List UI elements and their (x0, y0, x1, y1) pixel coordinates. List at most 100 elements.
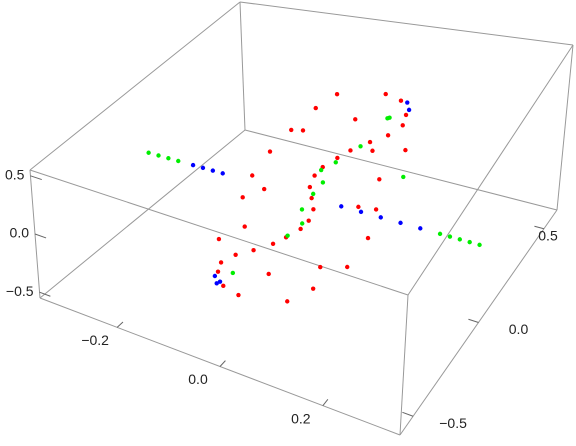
point (285, 233, 290, 238)
x-tick (219, 360, 226, 367)
point (242, 224, 247, 229)
point (385, 116, 390, 121)
point (477, 242, 482, 248)
point (318, 264, 323, 270)
point (299, 207, 305, 212)
point (233, 252, 238, 258)
point (398, 220, 403, 226)
point (358, 144, 363, 149)
point (307, 184, 313, 190)
point (190, 162, 196, 168)
box-edge (239, 1, 574, 46)
point (373, 207, 379, 212)
point (401, 174, 406, 180)
point (200, 165, 206, 171)
box-edge (244, 129, 558, 211)
point (250, 173, 255, 178)
point (216, 236, 222, 242)
point (300, 221, 305, 226)
point (356, 204, 361, 210)
y-tick-label: 0.5 (538, 227, 558, 243)
point (398, 98, 404, 103)
point (230, 270, 236, 276)
point (383, 91, 388, 97)
y-tick-label: −0.5 (439, 415, 467, 431)
point (333, 160, 338, 165)
x-tick (322, 398, 329, 406)
box-edge (407, 44, 574, 296)
point (405, 100, 410, 105)
point (309, 195, 314, 201)
point (318, 167, 324, 173)
point (146, 150, 151, 155)
z-tick (34, 233, 47, 239)
point (467, 239, 472, 245)
point (313, 105, 318, 111)
x-tick-label: 0.2 (291, 410, 311, 426)
point (312, 173, 317, 178)
y-tick (402, 411, 414, 417)
point (306, 218, 311, 223)
point (335, 155, 340, 161)
point (358, 209, 364, 215)
point (457, 237, 463, 242)
point (218, 260, 224, 265)
point (310, 286, 316, 291)
z-tick-label: 0.0 (10, 225, 30, 241)
point (353, 117, 358, 122)
point (403, 112, 409, 118)
y-tick-label: 0.0 (509, 321, 529, 337)
box-edge (29, 1, 241, 171)
point (262, 186, 267, 192)
point (300, 128, 306, 133)
point (339, 204, 344, 209)
point (270, 241, 276, 247)
point (367, 139, 373, 145)
z-tick-label: −0.5 (6, 283, 34, 299)
point (447, 234, 453, 239)
z-tick (30, 175, 42, 181)
point (403, 147, 408, 153)
point (378, 215, 383, 220)
point (156, 153, 161, 158)
x-tick-label: 0.0 (188, 371, 208, 387)
point (215, 269, 221, 274)
point (176, 158, 181, 164)
y-tick (534, 225, 545, 230)
point (418, 226, 423, 231)
box-edge (239, 1, 246, 131)
point (406, 107, 412, 113)
point (266, 271, 271, 277)
z-tick (39, 291, 51, 297)
point (240, 195, 245, 200)
box-edge (29, 169, 409, 296)
box-edge (399, 294, 409, 436)
x-tick-label: −0.2 (81, 332, 109, 348)
point (289, 127, 294, 133)
point (385, 133, 391, 138)
point (210, 168, 216, 173)
point (400, 123, 405, 128)
point (251, 248, 256, 253)
z-tick-label: 0.5 (5, 167, 25, 183)
point (345, 264, 350, 270)
point (267, 149, 273, 154)
x-tick (116, 321, 124, 328)
point (334, 91, 340, 97)
box-edge (556, 44, 574, 211)
point (320, 180, 326, 185)
point (377, 177, 382, 182)
point (221, 283, 226, 289)
point (437, 231, 443, 237)
point (220, 171, 225, 176)
point (285, 299, 290, 304)
point (212, 273, 218, 279)
point (348, 148, 353, 153)
point (236, 292, 241, 298)
y-tick (468, 318, 479, 323)
point (298, 226, 303, 232)
point (217, 279, 223, 284)
point (166, 156, 171, 161)
point (311, 207, 316, 212)
